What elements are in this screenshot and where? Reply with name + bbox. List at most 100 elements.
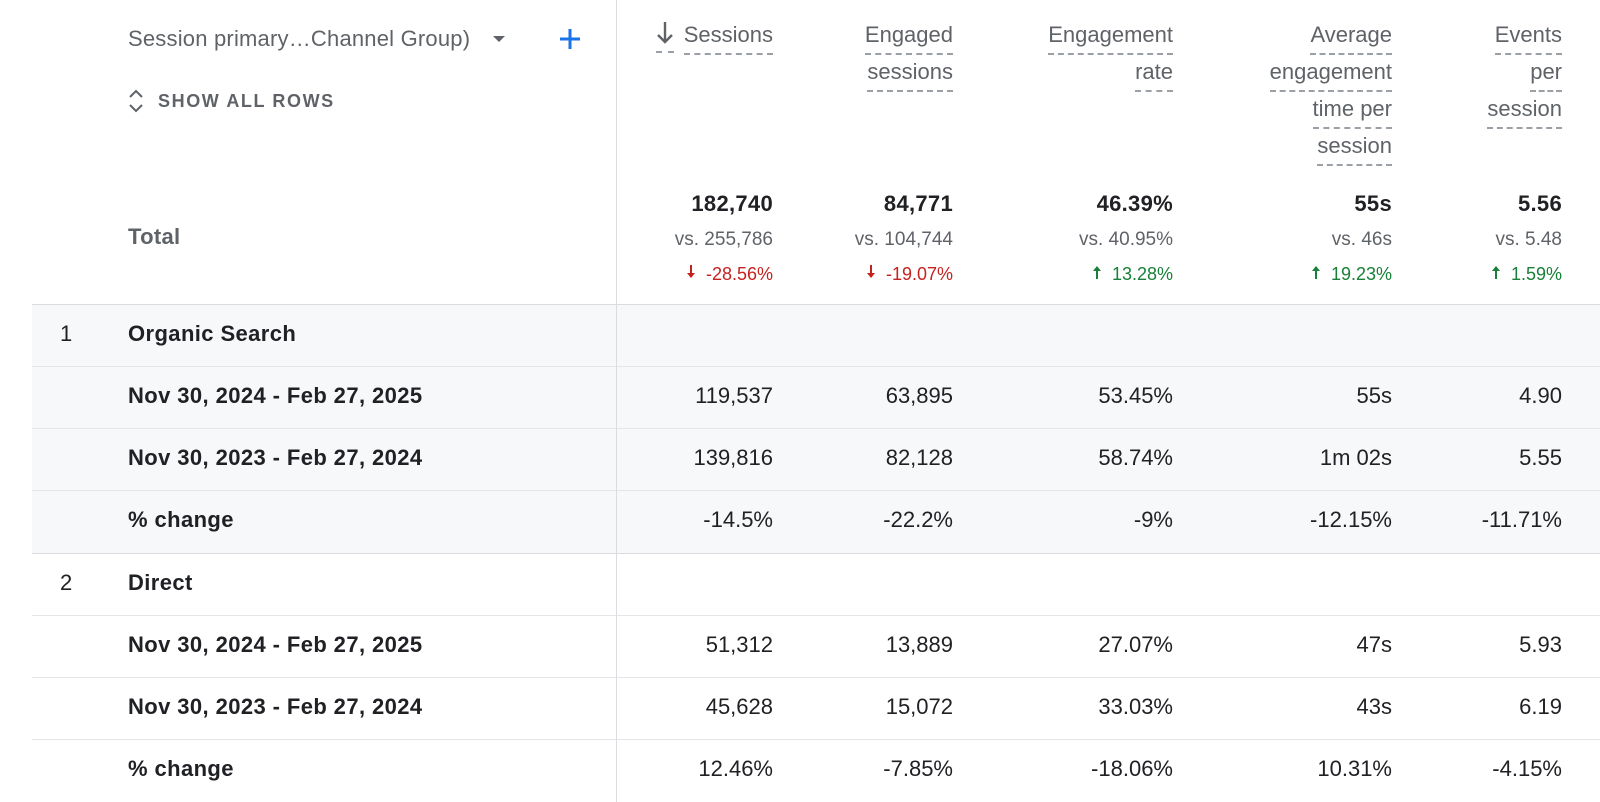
column-header-text: session <box>1487 92 1562 129</box>
cell-sessions: 139,816 <box>693 445 773 470</box>
column-header-text: Sessions <box>683 18 773 55</box>
cell-engaged_sessions: -7.85% <box>883 756 953 781</box>
arrow-down-icon <box>866 264 876 285</box>
table-row: % change 12.46% -7.85% -18.06% 10.31% -4.15% <box>0 739 1600 801</box>
total-value-sessions: 182,740 <box>691 191 773 216</box>
show-all-rows-button[interactable]: SHOW ALL ROWS <box>126 86 335 116</box>
row-index: 2 <box>60 570 73 595</box>
column-header-text: rate <box>1135 55 1173 92</box>
cell-engaged_sessions: 63,895 <box>885 383 953 408</box>
cell-sessions: -14.5% <box>703 507 773 532</box>
column-header-text: Average <box>1310 18 1392 55</box>
cell-engagement_rate: -18.06% <box>1091 756 1173 781</box>
total-change-sessions: -28.56% <box>686 264 773 285</box>
column-header-text: time per <box>1312 92 1392 129</box>
column-header-sessions[interactable]: Sessions <box>655 18 773 55</box>
divider <box>32 366 1600 367</box>
divider <box>32 615 1600 616</box>
cell-sessions: 51,312 <box>705 632 773 657</box>
total-value-avg_engagement_time: 55s <box>1354 191 1392 216</box>
total-label: Total <box>128 224 181 249</box>
total-change-engaged_sessions: -19.07% <box>866 264 953 285</box>
column-header-text: Engagement <box>1048 18 1173 55</box>
cell-events_per_session: 5.55 <box>1519 445 1562 470</box>
plus-icon <box>560 29 580 49</box>
cell-engaged_sessions: 15,072 <box>885 694 953 719</box>
cell-events_per_session: 4.90 <box>1519 383 1562 408</box>
show-all-rows-label: SHOW ALL ROWS <box>158 90 335 111</box>
cell-avg_engagement_time: 47s <box>1356 632 1392 657</box>
divider <box>32 677 1600 678</box>
column-header-events_per_session[interactable]: Events per session <box>1487 18 1562 129</box>
row-index: 1 <box>60 321 73 346</box>
total-change-events_per_session: 1.59% <box>1491 264 1562 285</box>
cell-events_per_session: 6.19 <box>1519 694 1562 719</box>
divider <box>32 428 1600 429</box>
total-value-events_per_session: 5.56 <box>1517 191 1562 216</box>
total-value-engaged_sessions: 84,771 <box>883 191 953 216</box>
cell-sessions: 45,628 <box>705 694 773 719</box>
cell-engaged_sessions: -22.2% <box>883 507 953 532</box>
column-header-text: engagement <box>1269 55 1392 92</box>
table-row: % change -14.5% -22.2% -9% -12.15% -11.71% <box>0 490 1600 552</box>
column-header-text: per <box>1530 55 1562 92</box>
total-value-engagement_rate: 46.39% <box>1096 191 1173 216</box>
cell-engagement_rate: 53.45% <box>1098 383 1173 408</box>
column-header-avg_engagement_time[interactable]: Average engagement time per session <box>1269 18 1392 166</box>
total-change-text: 19.23% <box>1330 264 1392 284</box>
row-label: Nov 30, 2023 - Feb 27, 2024 <box>128 694 423 719</box>
total-change-text: -28.56% <box>705 264 773 284</box>
cell-avg_engagement_time: -12.15% <box>1310 507 1392 532</box>
divider <box>32 553 1600 554</box>
table-row: Nov 30, 2024 - Feb 27, 2025 51,312 13,889 2… <box>0 615 1600 677</box>
cell-engaged_sessions: 13,889 <box>885 632 953 657</box>
cell-sessions: 119,537 <box>695 383 773 408</box>
divider <box>32 739 1600 740</box>
total-change-text: 1.59% <box>1510 264 1562 284</box>
table-row: Nov 30, 2023 - Feb 27, 2024 139,816 82,128… <box>0 428 1600 490</box>
column-separator <box>616 0 617 802</box>
cell-sessions: 12.46% <box>698 756 773 781</box>
column-header-text: sessions <box>867 55 953 92</box>
cell-events_per_session: -4.15% <box>1492 756 1562 781</box>
table-group-row[interactable]: 2 Direct <box>32 553 1600 615</box>
arrow-up-icon <box>1092 264 1102 285</box>
row-label: % change <box>128 756 234 781</box>
arrow-up-icon <box>1491 264 1501 285</box>
cell-engagement_rate: 58.74% <box>1098 445 1173 470</box>
table-row: Nov 30, 2024 - Feb 27, 2025 119,537 63,895… <box>0 366 1600 428</box>
column-header-engaged_sessions[interactable]: Engaged sessions <box>864 18 953 92</box>
column-header-text: Events <box>1494 18 1562 55</box>
cell-events_per_session: -11.71% <box>1481 507 1562 532</box>
table-group-row[interactable]: 1 Organic Search <box>32 304 1600 366</box>
total-comparison-sessions: vs. 255,786 <box>674 229 773 250</box>
dimension-selector[interactable]: Session primary…Channel Group) <box>128 22 506 56</box>
add-dimension-button[interactable] <box>556 22 584 56</box>
row-label: Nov 30, 2024 - Feb 27, 2025 <box>128 383 423 408</box>
cell-engagement_rate: -9% <box>1133 507 1173 532</box>
cell-avg_engagement_time: 43s <box>1356 694 1392 719</box>
total-comparison-engagement_rate: vs. 40.95% <box>1079 229 1173 250</box>
cell-avg_engagement_time: 1m 02s <box>1319 445 1392 470</box>
column-header-text: Engaged <box>864 18 953 55</box>
column-header-engagement_rate[interactable]: Engagement rate <box>1048 18 1173 92</box>
row-label: Nov 30, 2024 - Feb 27, 2025 <box>128 632 423 657</box>
arrow-up-icon <box>1311 264 1321 285</box>
table-row: Nov 30, 2023 - Feb 27, 2024 45,628 15,072 3… <box>0 677 1600 739</box>
dimension-selector-label: Session primary…Channel Group) <box>128 26 471 51</box>
total-comparison-avg_engagement_time: vs. 46s <box>1331 229 1392 250</box>
total-change-text: 13.28% <box>1111 264 1173 284</box>
sort-descending-icon <box>655 20 674 53</box>
total-change-engagement_rate: 13.28% <box>1092 264 1173 285</box>
total-comparison-events_per_session: vs. 5.48 <box>1495 229 1562 250</box>
total-change-avg_engagement_time: 19.23% <box>1311 264 1392 285</box>
cell-avg_engagement_time: 10.31% <box>1317 756 1392 781</box>
expand-collapse-icon <box>129 89 143 113</box>
cell-engagement_rate: 33.03% <box>1098 694 1173 719</box>
channel-name: Direct <box>128 570 193 595</box>
group-1-highlight <box>32 304 1600 554</box>
row-label: Nov 30, 2023 - Feb 27, 2024 <box>128 445 423 470</box>
cell-engagement_rate: 27.07% <box>1098 632 1173 657</box>
total-change-text: -19.07% <box>885 264 953 284</box>
row-label: % change <box>128 507 234 532</box>
